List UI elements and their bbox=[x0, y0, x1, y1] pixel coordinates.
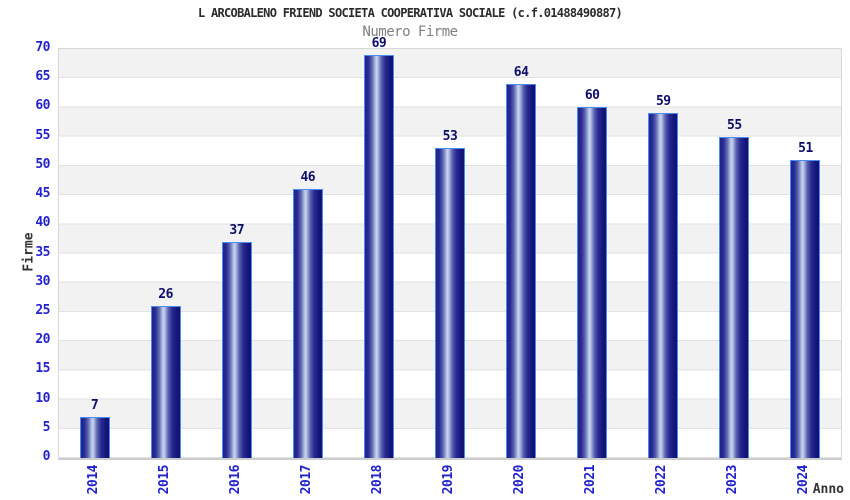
y-tick-label: 55 bbox=[35, 127, 50, 143]
bar-value-label: 64 bbox=[513, 65, 529, 81]
y-tick-label: 60 bbox=[35, 98, 50, 114]
x-tick-label: 2014 bbox=[85, 465, 101, 495]
y-tick-label: 5 bbox=[42, 419, 51, 435]
y-tick-label: 45 bbox=[35, 186, 50, 202]
x-tick-label: 2023 bbox=[725, 465, 741, 495]
x-tick-label: 2022 bbox=[654, 465, 670, 495]
chart-title: L ARCOBALENO FRIEND SOCIETA COOPERATIVA … bbox=[197, 6, 623, 20]
bar-value-label: 26 bbox=[158, 287, 173, 303]
bar-value-label: 69 bbox=[371, 35, 387, 51]
y-tick-label: 25 bbox=[35, 302, 50, 318]
y-tick-label: 15 bbox=[35, 361, 50, 377]
bar-2023 bbox=[719, 136, 750, 458]
bar-value-label: 46 bbox=[300, 170, 316, 186]
x-tick-label: 2020 bbox=[512, 465, 528, 495]
x-tick-label: 2024 bbox=[796, 465, 812, 495]
x-tick-label: 2019 bbox=[441, 465, 456, 495]
chart-subtitle: Numero Firme bbox=[362, 24, 458, 40]
bar-2024 bbox=[790, 160, 821, 458]
plot-area: 7 26 37 46 69 53 64 60 59 55 51 bbox=[58, 36, 842, 460]
x-tick-label: 2015 bbox=[156, 465, 172, 495]
x-tick-label: 2016 bbox=[227, 465, 243, 495]
x-axis-label: Anno bbox=[812, 482, 844, 497]
bar-2020 bbox=[506, 84, 537, 458]
bar-value-label: 37 bbox=[229, 222, 245, 238]
y-tick-label: 10 bbox=[35, 390, 50, 406]
bar-value-label: 51 bbox=[798, 141, 813, 157]
bar-value-label: 7 bbox=[90, 398, 99, 414]
y-tick-label: 0 bbox=[42, 449, 51, 464]
bar-2014 bbox=[79, 417, 110, 458]
bar-value-label: 55 bbox=[727, 117, 742, 133]
bar-2021 bbox=[577, 107, 608, 458]
bar-2018 bbox=[363, 54, 394, 458]
bar-2016 bbox=[221, 241, 252, 458]
y-tick-label: 50 bbox=[35, 156, 50, 172]
y-tick-label: 65 bbox=[35, 69, 50, 85]
y-tick-label: 70 bbox=[35, 40, 50, 55]
y-tick-label: 30 bbox=[35, 273, 50, 289]
x-tick-label: 2017 bbox=[298, 465, 314, 495]
x-tick-label: 2021 bbox=[583, 465, 599, 495]
y-axis-ticks: 0 5 10 15 20 25 30 35 40 45 50 55 60 65 70 bbox=[0, 40, 51, 464]
bar-value-label: 53 bbox=[442, 129, 458, 145]
y-tick-label: 35 bbox=[35, 244, 50, 260]
x-tick-label: 2018 bbox=[369, 465, 385, 495]
bar-value-label: 59 bbox=[655, 94, 671, 110]
bar-value-label: 60 bbox=[584, 88, 600, 104]
y-tick-label: 20 bbox=[35, 332, 50, 348]
bar-2017 bbox=[292, 189, 323, 458]
bar-2015 bbox=[150, 306, 181, 458]
y-tick-label: 40 bbox=[35, 215, 50, 231]
bar-2022 bbox=[648, 113, 679, 458]
bar-2019 bbox=[435, 148, 465, 458]
